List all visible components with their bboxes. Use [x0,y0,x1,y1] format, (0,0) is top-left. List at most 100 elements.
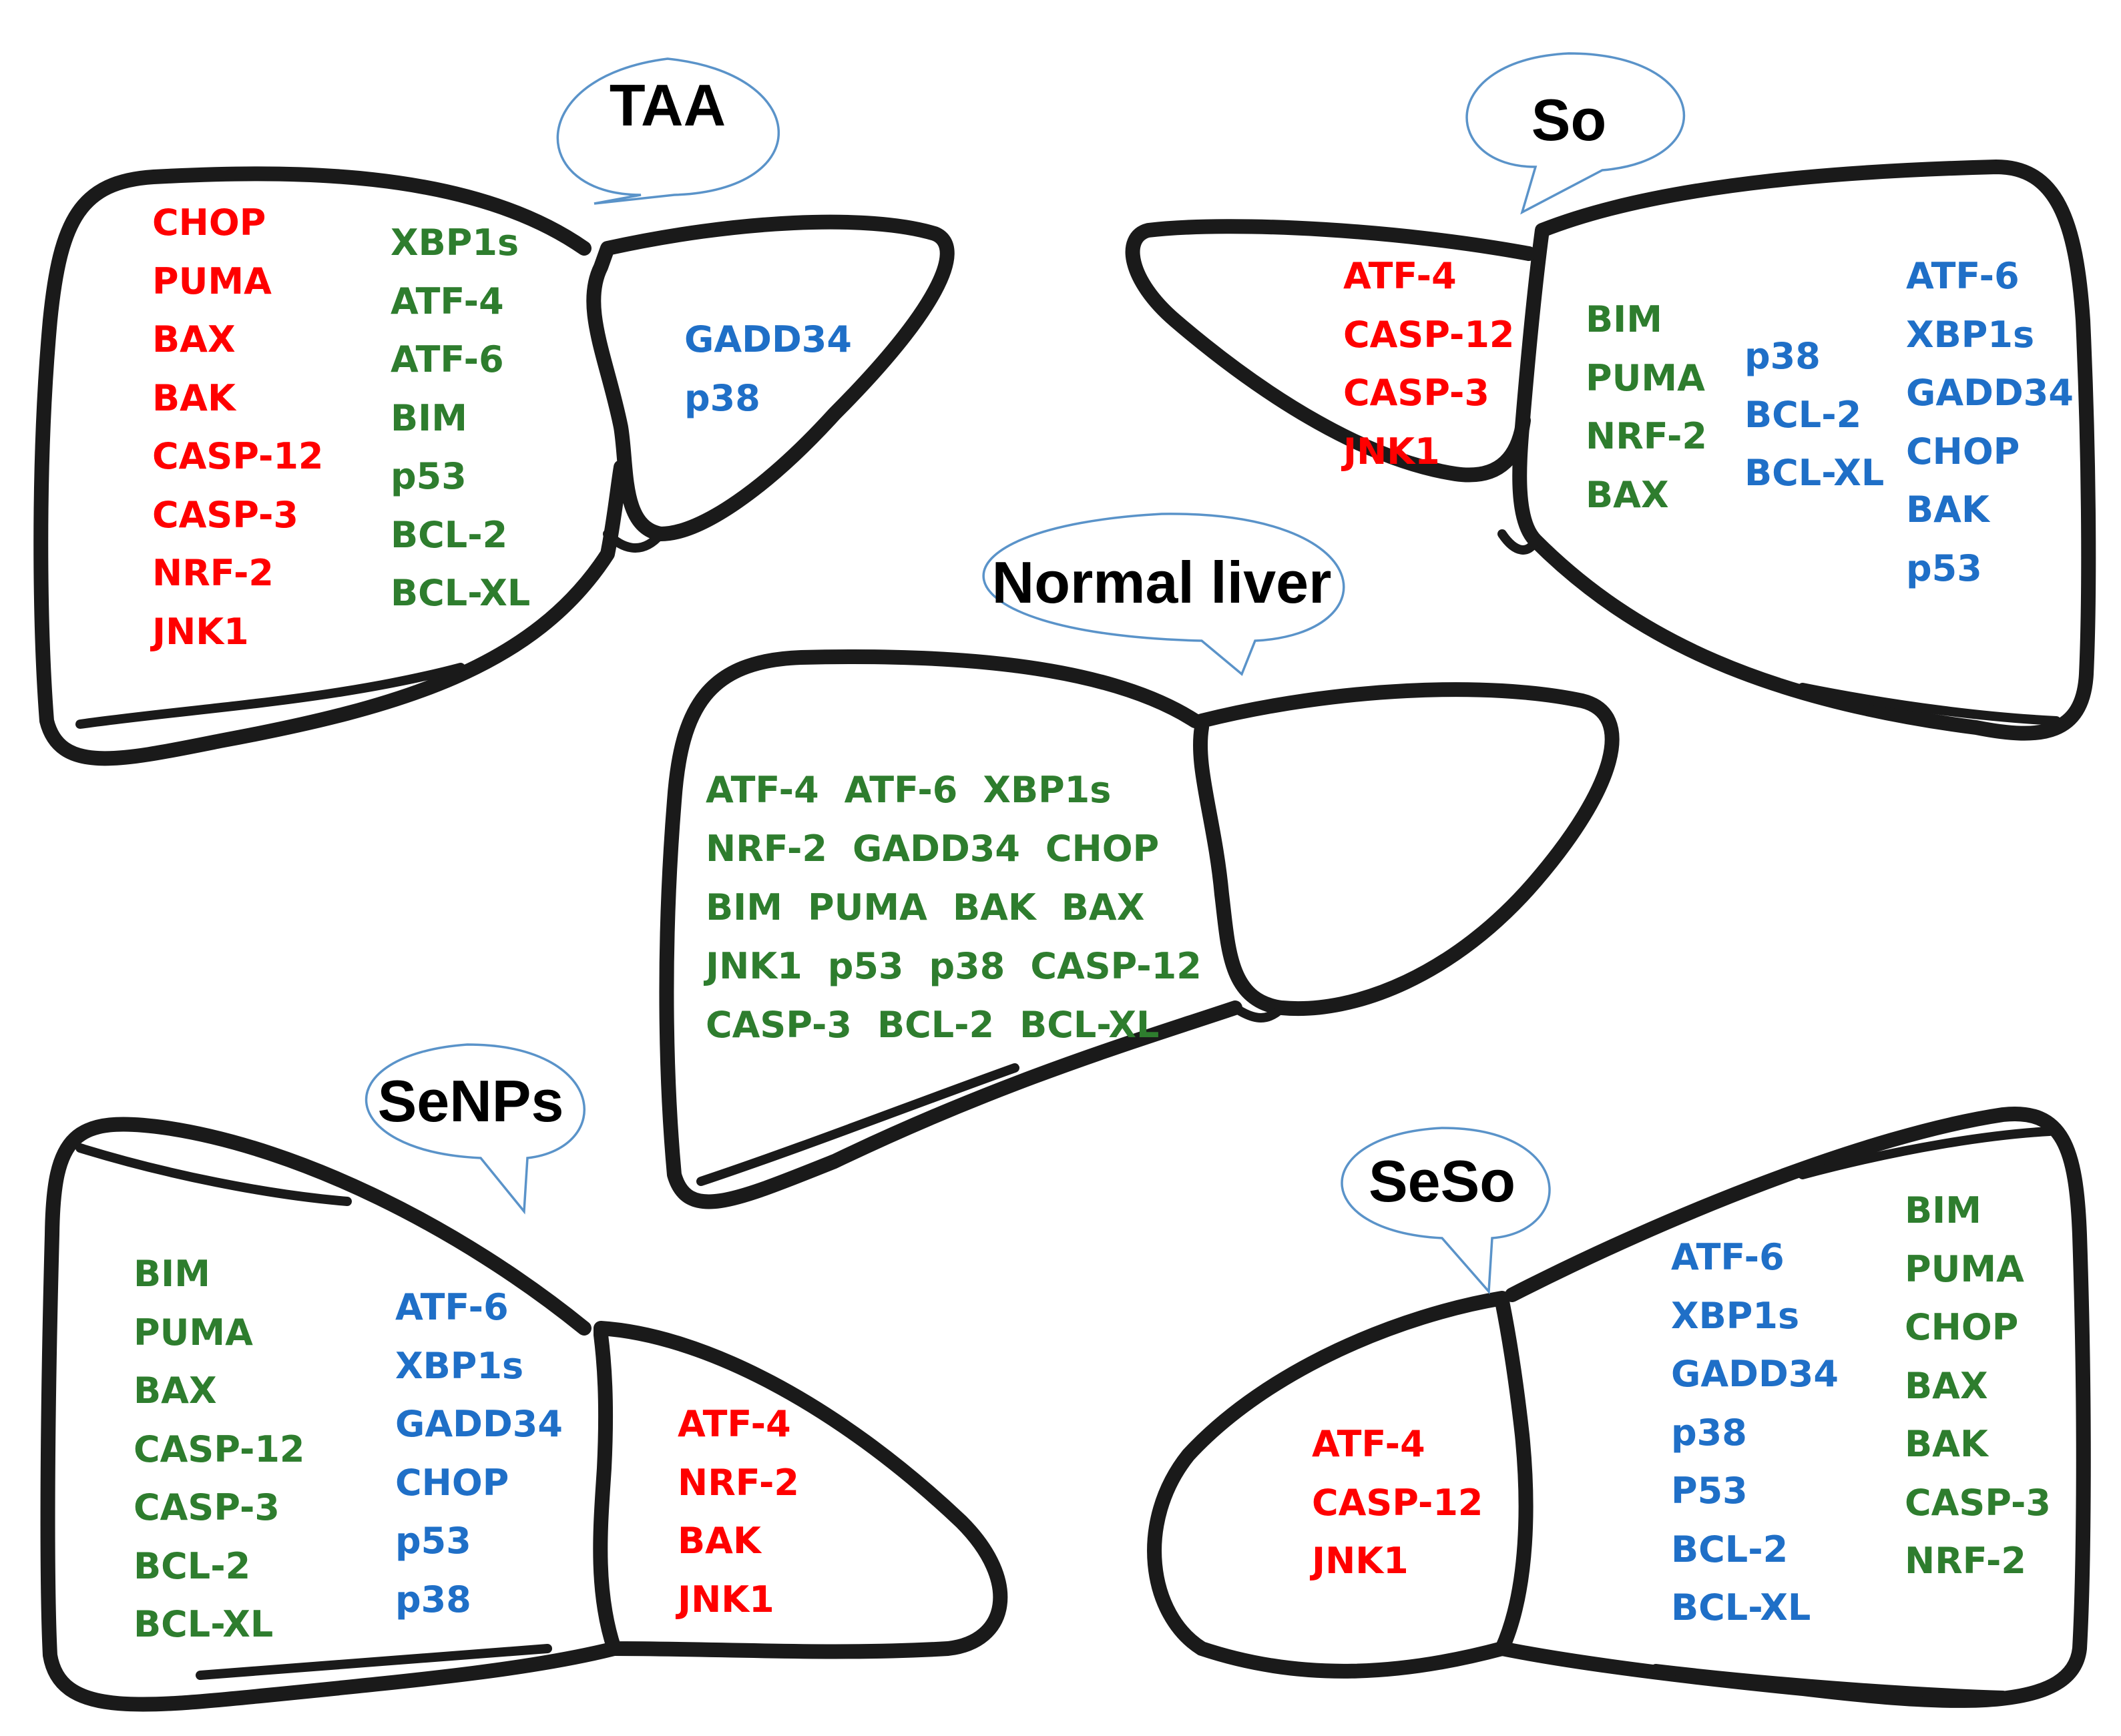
label-taa: TAA [610,72,726,138]
liver-outline-normal [659,649,1620,1209]
gene-label: CASP-12 [134,1428,305,1470]
gene-label: ATF-6 [391,338,504,380]
gene-label: NRF-2 [1586,415,1707,457]
seso-col-2: ATF-6 XBP1s GADD34 p38 P53 BCL-2 BCL-XL [1671,1228,1839,1637]
gene-label: XBP1s [1671,1294,1800,1337]
gene-label: CASP-12 [1312,1481,1483,1524]
gene-label: CHOP [1906,430,2020,473]
gene-label: p38 [1744,335,1821,377]
normal-gene-grid: ATF-4 ATF-6 XBP1s NRF-2 GADD34 CHOP BIM PUMA BAK… [706,761,1202,1055]
gene-label: JNK1 [1343,430,1440,473]
gene-label: p53 [1906,547,1982,589]
gene-label: ATF-4 [1312,1423,1425,1465]
bubble-seso: SeSo [1341,1127,1551,1295]
gene-label: p38 [684,376,760,419]
so-col-1: ATF-4 CASP-12 CASP-3 JNK1 [1343,247,1515,481]
gene-label: ATF-4 [706,769,819,811]
gene-label: NRF-2 [678,1461,799,1504]
gene-label: NRF-2 [152,552,274,594]
gene-label: ATF-4 [391,280,504,322]
gene-row: NRF-2 GADD34 CHOP [706,820,1202,878]
gene-label: CHOP [1905,1306,2019,1348]
gene-label: JNK1 [1312,1540,1409,1582]
senps-col-1: BIM PUMA BAX CASP-12 CASP-3 BCL-2 BCL-XL [134,1245,305,1654]
gene-label: BIM [134,1253,210,1295]
gene-label: PUMA [134,1311,253,1354]
gene-label: PUMA [1586,356,1705,399]
gene-label: XBP1s [983,769,1112,811]
gene-label: GADD34 [395,1403,563,1445]
gene-label: ATF-4 [678,1403,791,1445]
liver-outline-senps [40,1117,1008,1712]
gene-label: CASP-3 [1905,1481,2051,1524]
gene-label: BAX [1905,1364,1988,1407]
gene-label: PUMA [1905,1247,2024,1290]
bubble-so: So [1465,52,1686,215]
gene-label: XBP1s [395,1344,524,1387]
gene-label: ATF-4 [1343,255,1457,297]
gene-label: ATF-6 [1906,255,2020,297]
gene-label: JNK1 [706,945,802,987]
gene-label: BCL-XL [1744,452,1885,494]
gene-label: NRF-2 [706,828,827,870]
label-normal: Normal liver [992,549,1332,615]
so-col-2: BIM PUMA NRF-2 BAX [1586,290,1707,524]
liver-outline-so [1125,160,2096,741]
liver-outline-seso [1147,1106,2091,1708]
gene-label: BCL-2 [1671,1528,1789,1570]
gene-label: CHOP [152,202,266,244]
gene-label: P53 [1671,1470,1748,1512]
gene-label: JNK1 [678,1578,774,1621]
gene-label: PUMA [152,260,272,302]
gene-label: BAX [1586,473,1669,516]
gene-label: CASP-3 [134,1486,280,1528]
gene-label: BAK [678,1520,761,1562]
gene-label: p38 [929,945,1005,987]
bubble-normal: Normal liver [982,513,1345,676]
senps-col-2: ATF-6 XBP1s GADD34 CHOP p53 p38 [395,1278,563,1629]
label-senps: SeNPs [378,1068,564,1134]
gene-row: BIM PUMA BAK BAX [706,878,1202,937]
gene-label: BCL-XL [134,1603,274,1645]
liver-outline-taa [33,166,955,766]
gene-label: BAX [134,1370,217,1412]
gene-label: GADD34 [1906,372,2074,414]
gene-label: BAK [952,886,1036,928]
gene-label: BAX [152,318,236,360]
gene-label: p53 [395,1520,471,1562]
seso-col-3: BIM PUMA CHOP BAX BAK CASP-3 NRF-2 [1905,1181,2051,1590]
gene-label: BCL-2 [134,1544,251,1587]
gene-label: BIM [706,886,782,928]
senps-col-3: ATF-4 NRF-2 BAK JNK1 [678,1395,799,1629]
taa-col-3: GADD34 p38 [684,310,852,427]
gene-label: GADD34 [853,828,1020,870]
gene-label: BCL-2 [877,1004,995,1046]
gene-label: CHOP [395,1461,509,1504]
taa-col-1: CHOP PUMA BAX BAK CASP-12 CASP-3 NRF-2 JNK1 [152,194,324,661]
bubble-taa: TAA [556,57,780,205]
gene-label: p53 [391,455,467,497]
gene-row: ATF-4 ATF-6 XBP1s [706,761,1202,820]
gene-label: BIM [1586,298,1662,340]
gene-label: GADD34 [684,318,852,360]
gene-label: CASP-3 [706,1004,852,1046]
gene-label: p53 [827,945,904,987]
gene-row: JNK1 p53 p38 CASP-12 [706,937,1202,996]
label-seso: SeSo [1369,1148,1515,1214]
gene-label: BCL-XL [1019,1004,1160,1046]
gene-label: p38 [1671,1411,1747,1454]
gene-label: BAK [1905,1423,1988,1465]
gene-label: ATF-6 [1671,1236,1785,1278]
gene-label: ATF-6 [395,1286,509,1328]
gene-label: CHOP [1045,828,1160,870]
gene-label: BCL-XL [391,572,531,614]
taa-col-2: XBP1s ATF-4 ATF-6 BIM p53 BCL-2 BCL-XL [391,214,530,623]
gene-label: CASP-12 [152,435,324,477]
label-so: So [1531,87,1606,153]
gene-label: BCL-XL [1671,1586,1811,1629]
gene-label: JNK1 [152,610,249,653]
gene-label: CASP-3 [152,493,298,536]
gene-label: CASP-12 [1343,313,1515,356]
